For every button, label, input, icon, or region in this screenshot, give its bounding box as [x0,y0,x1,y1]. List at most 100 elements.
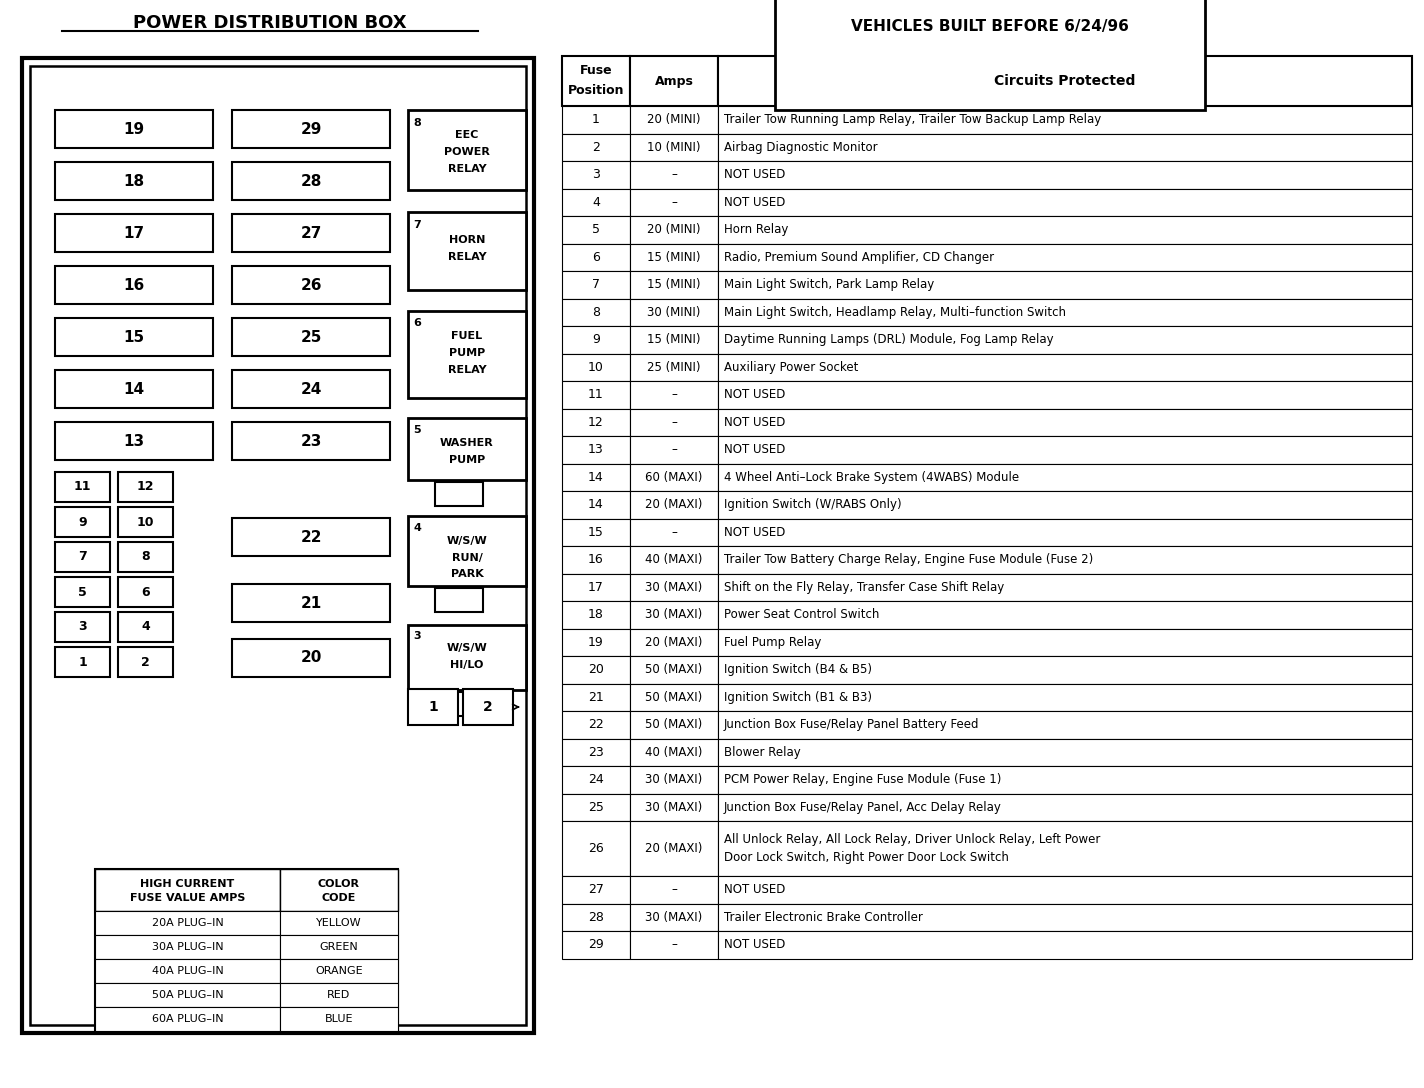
Text: –: – [671,196,676,209]
Bar [718,601,1413,629]
Text: COLOR: COLOR [318,879,360,889]
Text: Trailer Electronic Brake Controller: Trailer Electronic Brake Controller [723,911,923,924]
Text: 11: 11 [588,388,604,401]
Bar [281,869,397,911]
Text: 2: 2 [483,700,493,714]
Bar [562,931,629,959]
Text: RELAY: RELAY [447,364,487,375]
Text: 14: 14 [588,498,604,511]
Text: 8: 8 [413,118,420,128]
Text: Fuse: Fuse [580,64,612,77]
Text: 22: 22 [300,530,322,544]
Bar [281,982,397,1007]
Bar [409,516,525,586]
Bar [434,482,483,506]
Bar [718,903,1413,931]
Bar [562,436,629,463]
Bar [562,106,629,134]
Bar [718,519,1413,546]
Bar [629,354,718,381]
Bar [95,982,281,1007]
Text: HI/LO: HI/LO [450,660,484,670]
Bar [463,689,513,725]
Text: 24: 24 [300,382,322,396]
Bar [718,354,1413,381]
Bar [232,318,390,356]
Text: FUSE VALUE AMPS: FUSE VALUE AMPS [130,893,245,903]
Text: –: – [671,443,676,456]
Bar [562,573,629,601]
Text: Radio, Premium Sound Amplifier, CD Changer: Radio, Premium Sound Amplifier, CD Chang… [723,250,994,263]
Text: RED: RED [328,990,350,1000]
Text: –: – [671,416,676,429]
Bar [562,903,629,931]
Bar [718,793,1413,821]
Bar [562,683,629,710]
Bar [434,692,483,716]
Text: –: – [671,526,676,539]
Text: 19: 19 [124,122,145,136]
Bar [95,1007,281,1031]
Text: 27: 27 [588,883,604,897]
Text: GREEN: GREEN [319,942,359,952]
Text: 30A PLUG–IN: 30A PLUG–IN [152,942,224,952]
Text: Daytime Running Lamps (DRL) Module, Fog Lamp Relay: Daytime Running Lamps (DRL) Module, Fog … [723,333,1054,346]
Bar [562,408,629,436]
Bar [718,217,1413,244]
Text: EEC: EEC [456,129,478,140]
Bar [562,326,629,354]
Bar [281,911,397,935]
Text: 40 (MAXI): 40 (MAXI) [645,554,702,566]
Text: Ignition Switch (W/RABS Only): Ignition Switch (W/RABS Only) [723,498,901,511]
Text: 7: 7 [592,279,600,292]
Text: 5: 5 [78,585,87,598]
Text: 60 (MAXI): 60 (MAXI) [645,471,702,484]
Text: 50 (MAXI): 50 (MAXI) [645,664,702,677]
Bar [562,821,629,876]
Bar [409,625,525,690]
Bar [629,519,718,546]
Bar [562,244,629,271]
Bar [629,106,718,134]
Text: 3: 3 [78,620,87,633]
Bar [56,110,214,148]
Bar [718,271,1413,298]
Bar [629,629,718,656]
Text: Main Light Switch, Headlamp Relay, Multi–function Switch: Main Light Switch, Headlamp Relay, Multi… [723,306,1067,319]
Text: 29: 29 [588,938,604,951]
Bar [95,959,281,982]
Text: Blower Relay: Blower Relay [723,745,800,758]
Text: 7: 7 [78,551,87,564]
Bar [562,629,629,656]
Text: 24: 24 [588,774,604,787]
Bar [629,436,718,463]
Bar [629,381,718,408]
Text: 2: 2 [592,140,600,153]
Bar [409,110,525,190]
Text: RELAY: RELAY [447,164,487,174]
Bar [629,903,718,931]
Bar [232,265,390,304]
Text: HIGH CURRENT: HIGH CURRENT [141,879,235,889]
Bar [118,542,172,572]
Text: 4: 4 [592,196,600,209]
Text: PCM Power Relay, Engine Fuse Module (Fuse 1): PCM Power Relay, Engine Fuse Module (Fus… [723,774,1001,787]
Text: Shift on the Fly Relay, Transfer Case Shift Relay: Shift on the Fly Relay, Transfer Case Sh… [723,581,1004,594]
Text: NOT USED: NOT USED [723,526,786,539]
Text: PARK: PARK [450,569,483,579]
Text: 23: 23 [300,433,322,448]
Text: 13: 13 [124,433,145,448]
Text: 25: 25 [588,801,604,814]
Text: 12: 12 [137,481,154,494]
Bar [718,931,1413,959]
Bar [562,298,629,326]
Text: 50A PLUG–IN: 50A PLUG–IN [152,990,224,1000]
Text: 14: 14 [588,471,604,484]
Bar [562,381,629,408]
Text: NOT USED: NOT USED [723,196,786,209]
Text: 23: 23 [588,745,604,758]
Bar [562,55,629,106]
Text: 20: 20 [300,651,322,666]
Text: NOT USED: NOT USED [723,169,786,182]
Text: RELAY: RELAY [447,252,487,262]
